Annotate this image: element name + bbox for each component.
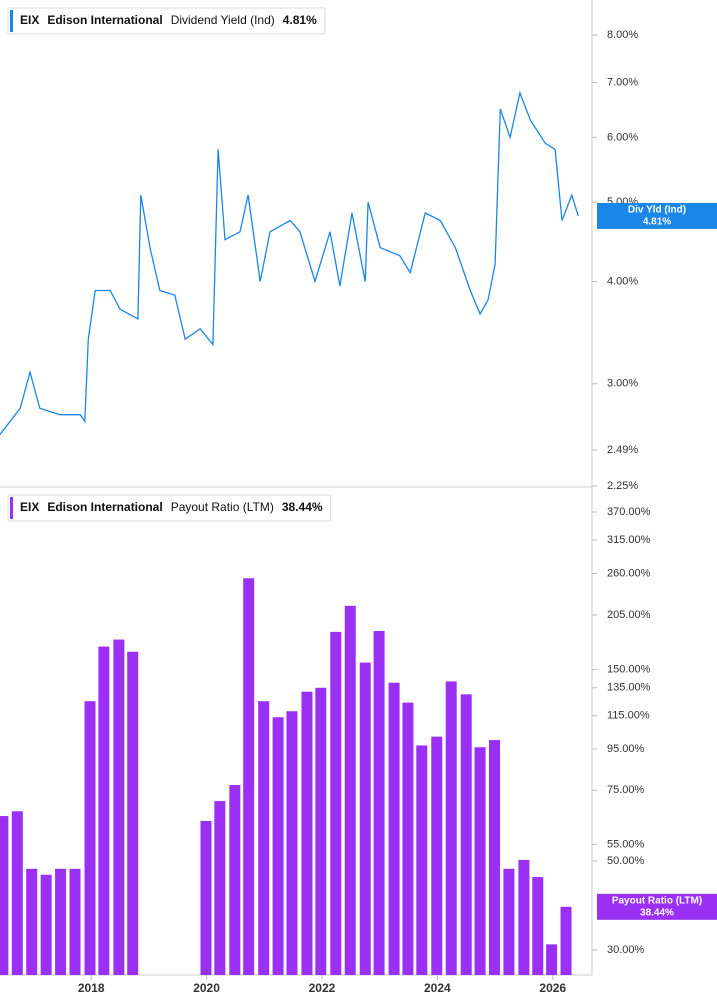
bar (113, 639, 125, 975)
legend-value: 38.44% (282, 500, 323, 514)
y-tick-label: 115.00% (607, 710, 650, 722)
y-tick-label: 8.00% (607, 29, 638, 41)
x-tick-label: 2026 (539, 981, 566, 995)
bar (460, 694, 472, 975)
value-tag-name: Payout Ratio (LTM) (612, 895, 702, 906)
bar (315, 687, 327, 975)
y-tick-label: 205.00% (607, 609, 651, 621)
bar (416, 745, 428, 975)
legend-company: Edison International (47, 13, 162, 27)
y-tick-label: 95.00% (607, 743, 645, 755)
legend-swatch (10, 10, 13, 32)
x-tick-label: 2022 (309, 981, 336, 995)
legend-swatch (10, 497, 13, 519)
bar (258, 701, 270, 975)
bar (26, 868, 38, 975)
y-tick-label: 260.00% (607, 567, 651, 579)
bar (373, 630, 385, 975)
y-tick-label: 315.00% (607, 534, 651, 546)
y-tick-label: 50.00% (607, 855, 645, 867)
bar (402, 702, 414, 975)
y-tick-label: 4.00% (607, 275, 638, 287)
value-tag (597, 893, 717, 920)
y-tick-label: 135.00% (607, 682, 651, 694)
bar (214, 801, 226, 975)
bar (546, 944, 558, 975)
y-tick-label: 55.00% (607, 838, 645, 850)
y-tick-label: 370.00% (607, 506, 651, 518)
legend-ticker: EIX (20, 13, 39, 27)
y-tick-label: 2.25% (607, 480, 638, 492)
legend-series-name: Dividend Yield (Ind) (171, 13, 275, 27)
bar (344, 605, 356, 975)
bar (84, 701, 96, 975)
bar (0, 816, 9, 975)
bar (286, 711, 298, 975)
bar (560, 906, 572, 975)
bar (69, 868, 81, 975)
bar (474, 747, 486, 975)
bar (445, 681, 457, 975)
legend-value: 4.81% (283, 13, 317, 27)
y-tick-label: 3.00% (607, 378, 638, 390)
bar (272, 717, 284, 975)
bar (127, 651, 139, 975)
y-tick-label: 2.49% (607, 444, 638, 456)
value-tag (597, 202, 717, 229)
bar (359, 662, 371, 975)
bar (11, 811, 23, 975)
bar (200, 820, 212, 975)
y-tick-label: 6.00% (607, 131, 638, 143)
x-tick-label: 2020 (193, 981, 220, 995)
y-tick-label: 30.00% (607, 944, 645, 956)
x-tick-label: 2024 (424, 981, 451, 995)
bar (243, 578, 255, 975)
bar (98, 646, 110, 975)
y-tick-label: 7.00% (607, 76, 638, 88)
y-tick-label: 150.00% (607, 663, 651, 675)
value-tag-value: 4.81% (643, 217, 671, 228)
bar (55, 868, 67, 975)
line (0, 90, 579, 435)
bar (488, 740, 500, 975)
bar (388, 682, 400, 975)
bar (330, 631, 342, 975)
legend-box (7, 7, 326, 35)
legend-series-name: Payout Ratio (LTM) (171, 500, 274, 514)
value-tag-value: 38.44% (640, 907, 674, 918)
bar (503, 868, 515, 975)
bar (431, 736, 443, 975)
bar (40, 874, 52, 975)
x-tick-label: 2018 (78, 981, 105, 995)
bar (301, 691, 313, 975)
legend-box (7, 494, 332, 522)
bar (229, 785, 241, 975)
y-tick-label: 75.00% (607, 784, 645, 796)
bar (518, 859, 530, 975)
legend-ticker: EIX (20, 500, 39, 514)
legend-company: Edison International (47, 500, 162, 514)
bar (532, 877, 544, 975)
value-tag-name: Div Yld (Ind) (628, 205, 686, 216)
